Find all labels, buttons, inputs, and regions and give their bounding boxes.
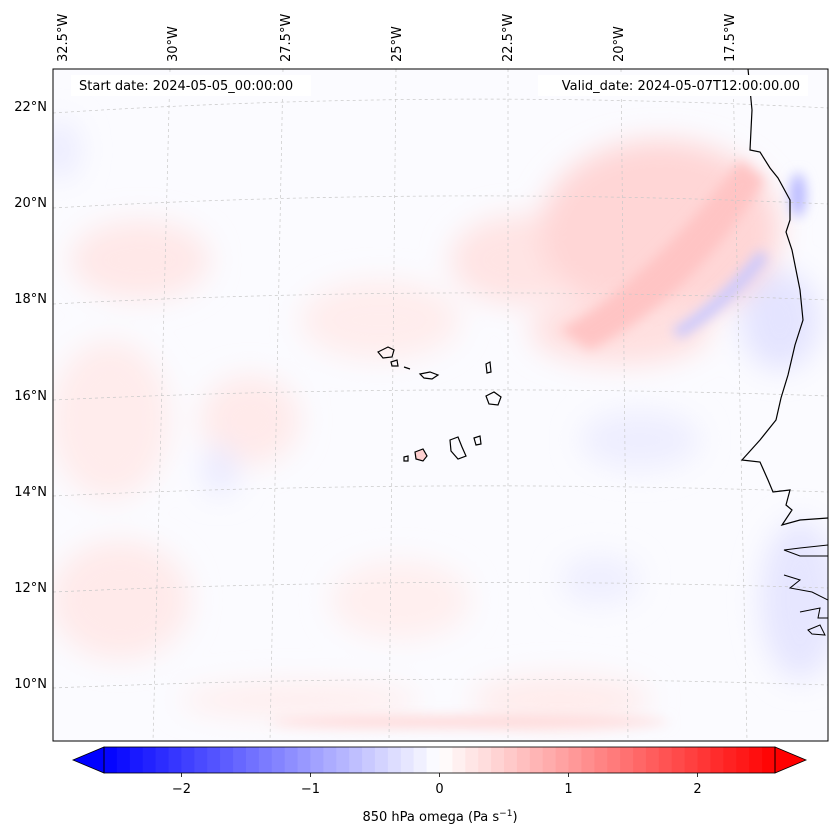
- colorbar-segment: [658, 747, 673, 773]
- colorbar-segment: [155, 747, 170, 773]
- graticule: [53, 69, 828, 741]
- lat-label-16n: 16°N: [14, 389, 47, 404]
- colorbar-segment: [207, 747, 221, 773]
- colorbar-segment: [736, 747, 750, 773]
- colorbar-segment: [529, 747, 544, 773]
- colorbar-segment: [297, 747, 312, 773]
- colorbar-segment: [258, 747, 273, 773]
- colorbar-segment: [710, 747, 724, 773]
- colorbar-segment: [142, 747, 157, 773]
- lon-label-32-5w: 32.5°W: [56, 14, 71, 62]
- colorbar-segment: [426, 747, 441, 773]
- colorbar-label: 850 hPa omega (Pa s−1): [362, 809, 517, 825]
- colorbar-ticks: −2 −1 0 1 2: [172, 773, 702, 797]
- map-frame: [52, 68, 829, 742]
- colorbar-segment: [684, 747, 699, 773]
- colorbar-segment: [465, 747, 479, 773]
- colorbar-tick-label: 0: [435, 782, 443, 797]
- africa-coastline: [740, 69, 828, 527]
- colorbar-segment: [323, 747, 337, 773]
- colorbar-extend-min: [71, 746, 105, 774]
- colorbar-segment: [284, 747, 299, 773]
- colorbar-segment: [697, 747, 712, 773]
- colorbar-segment: [194, 747, 208, 773]
- lat-label-10n: 10°N: [14, 677, 47, 692]
- colorbar-tick-label: 1: [564, 782, 572, 797]
- colorbar-segment: [220, 747, 234, 773]
- colorbar-segment: [762, 747, 776, 773]
- colorbar-segment: [233, 747, 247, 773]
- lat-label-14n: 14°N: [14, 485, 47, 500]
- colorbar-segment: [581, 747, 595, 773]
- colorbar-tick-label: −1: [301, 782, 320, 797]
- lon-label-27-5w: 27.5°W: [279, 14, 294, 62]
- colorbar-segment: [387, 747, 402, 773]
- colorbar-segment: [504, 747, 518, 773]
- colorbar-segment: [181, 747, 195, 773]
- colorbar-segment: [671, 747, 686, 773]
- colorbar-extend-max: [774, 746, 808, 774]
- colorbar-segment: [400, 747, 415, 773]
- colorbar-segment: [310, 747, 324, 773]
- colorbar-segment: [439, 747, 454, 773]
- colorbar-segment: [607, 747, 621, 773]
- colorbar-segment: [568, 747, 583, 773]
- cape-verde-islands: [377, 346, 502, 462]
- start-date-box: [71, 75, 311, 96]
- lat-label-12n: 12°N: [14, 581, 47, 596]
- valid-date-box: [538, 75, 808, 96]
- longitude-labels: 32.5°W 30°W 27.5°W 25°W 22.5°W 20°W 17.5…: [56, 14, 738, 62]
- colorbar-segment: [271, 747, 286, 773]
- colorbar-segment: [749, 747, 763, 773]
- valid-date-text: Valid_date: 2024-05-07T12:00:00.00: [562, 79, 800, 94]
- lon-label-22-5w: 22.5°W: [501, 14, 516, 62]
- colorbar-segment: [516, 747, 531, 773]
- gambia-coast: [783, 544, 828, 636]
- lon-label-17-5w: 17.5°W: [723, 14, 738, 62]
- colorbar-segment: [349, 747, 363, 773]
- colorbar-segment: [336, 747, 350, 773]
- colorbar-segment: [129, 747, 144, 773]
- colorbar-segment: [555, 747, 570, 773]
- start-date-text: Start date: 2024-05-05_00:00:00: [79, 79, 293, 94]
- colorbar-segment: [168, 747, 183, 773]
- colorbar: −2 −1 0 1 2 850 hPa omega (Pa s−1): [71, 746, 808, 825]
- latitude-labels: 22°N 20°N 18°N 16°N 14°N 12°N 10°N: [14, 100, 47, 692]
- lat-label-22n: 22°N: [14, 100, 47, 115]
- colorbar-segment: [491, 747, 505, 773]
- lat-label-18n: 18°N: [14, 292, 47, 307]
- colorbar-segment: [620, 747, 634, 773]
- colorbar-segment: [413, 747, 428, 773]
- lon-label-30w: 30°W: [166, 26, 181, 62]
- lat-label-20n: 20°N: [14, 196, 47, 211]
- colorbar-segment: [116, 747, 131, 773]
- colorbar-segment: [104, 747, 118, 773]
- colorbar-tick-label: −2: [172, 782, 191, 797]
- colorbar-segment: [723, 747, 737, 773]
- lon-label-25w: 25°W: [390, 26, 405, 62]
- colorbar-segment: [594, 747, 608, 773]
- colorbar-segment: [542, 747, 557, 773]
- colorbar-segment: [478, 747, 492, 773]
- colorbar-tick-label: 2: [693, 782, 701, 797]
- colorbar-segment: [362, 747, 376, 773]
- colorbar-segment: [245, 747, 260, 773]
- lon-label-20w: 20°W: [612, 26, 627, 62]
- colorbar-segment: [374, 747, 389, 773]
- colorbar-segments: [104, 747, 776, 773]
- colorbar-segment: [633, 747, 647, 773]
- colorbar-segment: [452, 747, 466, 773]
- omega-field: Start date: 2024-05-05_00:00:00 Valid_da…: [53, 69, 828, 741]
- colorbar-segment: [645, 747, 660, 773]
